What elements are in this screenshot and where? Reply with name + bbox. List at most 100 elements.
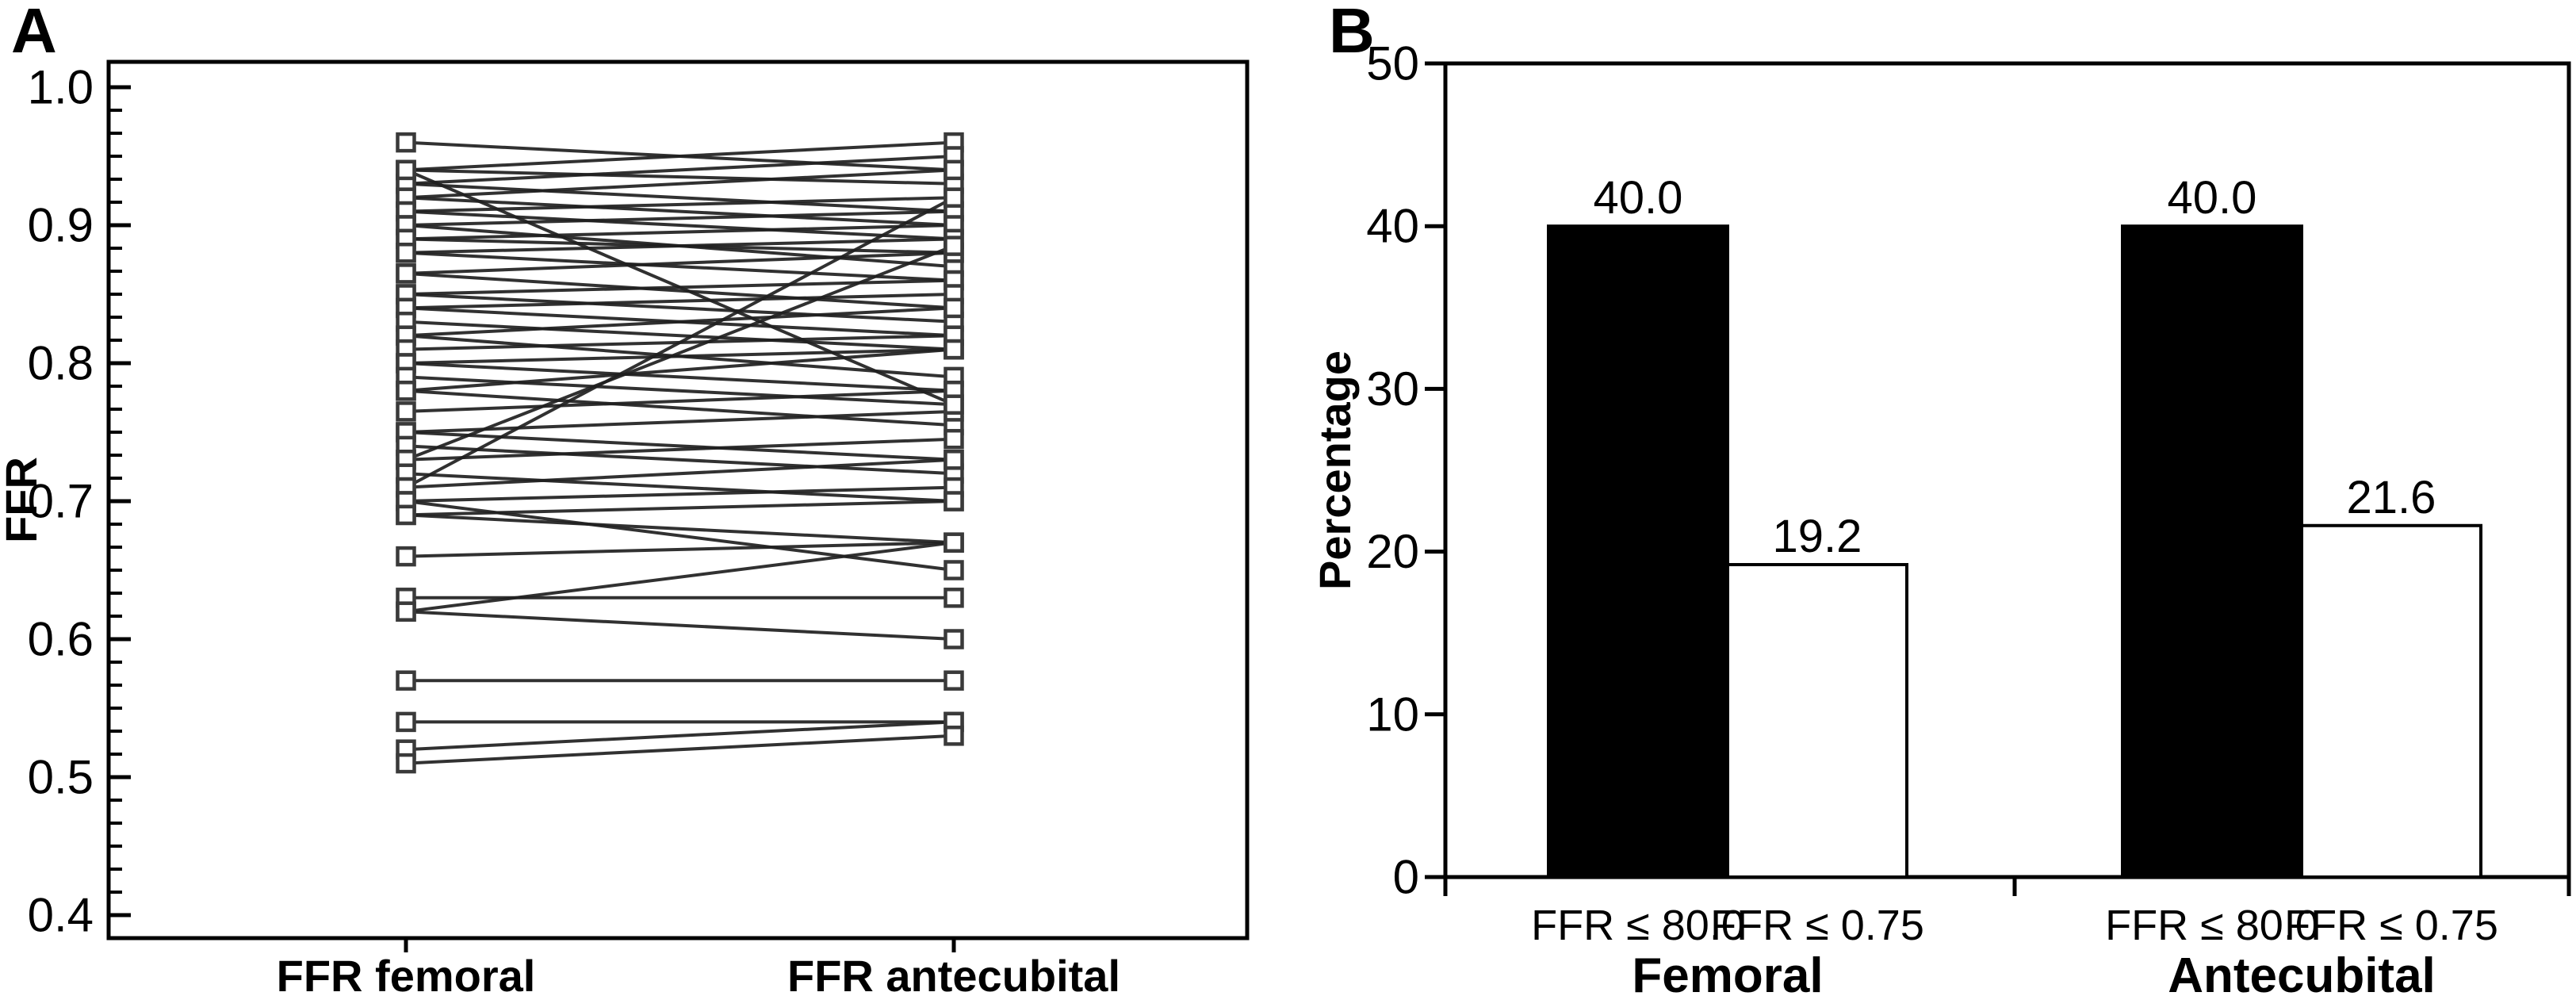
- pair-line: [405, 541, 955, 558]
- antecubital-marker: [944, 394, 964, 415]
- bar-black: [2121, 224, 2303, 879]
- bar-value-label: 21.6: [2347, 472, 2436, 523]
- pair-line: [405, 734, 955, 765]
- femoral-marker: [396, 381, 416, 401]
- panel-b-frame: [1443, 61, 2571, 879]
- pair-line: [405, 209, 955, 227]
- antecubital-marker: [944, 670, 964, 691]
- bar-black: [1547, 224, 1729, 879]
- pair-line: [405, 500, 955, 517]
- panel-a-frame: [106, 59, 1250, 940]
- femoral-marker: [396, 504, 416, 526]
- antecubital-marker: [944, 588, 964, 608]
- pair-line: [405, 347, 955, 365]
- pair-line: [405, 389, 955, 427]
- bar-value-label: 19.2: [1773, 511, 1862, 562]
- antecubital-marker: [944, 339, 964, 360]
- y-tick-label: 1.0: [28, 61, 94, 114]
- pair-line: [405, 320, 955, 351]
- femoral-marker: [396, 401, 416, 422]
- femoral-marker: [396, 546, 416, 567]
- antecubital-marker: [944, 560, 964, 580]
- bar-category-label: FFR ≤ 0.75: [2284, 902, 2498, 949]
- antecubital-marker: [944, 187, 964, 208]
- pair-line: [405, 347, 955, 393]
- antecubital-marker: [944, 428, 964, 450]
- bar-value-label: 40.0: [2168, 172, 2257, 224]
- y-tick-label: 0.5: [28, 751, 94, 804]
- pair-line: [405, 196, 955, 489]
- pair-line: [405, 362, 955, 393]
- femoral-marker: [396, 132, 416, 153]
- pair-line: [405, 244, 955, 462]
- y-tick-label: 20: [1366, 525, 1419, 578]
- y-axis-title: Percentage: [1310, 351, 1360, 590]
- y-tick-label: 0: [1393, 851, 1419, 904]
- pair-line: [405, 140, 955, 172]
- bar-value-label: 40.0: [1594, 172, 1683, 224]
- y-tick-label: 0.4: [28, 889, 94, 942]
- pair-line: [405, 444, 955, 476]
- pair-line: [405, 541, 955, 614]
- pair-line: [405, 155, 955, 186]
- pair-lines: [405, 140, 955, 765]
- y-axis-title: FFR: [0, 457, 46, 543]
- pair-line: [405, 458, 955, 489]
- pair-line: [405, 437, 955, 462]
- pair-line: [405, 168, 955, 186]
- antecubital-marker: [944, 629, 964, 649]
- antecubital-marker: [944, 491, 964, 511]
- pair-line: [405, 472, 955, 503]
- pair-line: [405, 513, 955, 545]
- antecubital-marker: [944, 159, 964, 181]
- pair-line: [405, 306, 955, 338]
- x-category-label: FFR femoral: [277, 951, 536, 996]
- pair-line: [405, 224, 955, 241]
- antecubital-marker: [944, 450, 964, 470]
- antecubital-marker: [944, 297, 964, 319]
- y-tick-label: 0.9: [28, 199, 94, 252]
- pair-line: [405, 251, 955, 275]
- y-tick-label: 0.7: [28, 475, 94, 528]
- pair-line: [405, 271, 955, 310]
- pair-line: [405, 196, 955, 227]
- femoral-marker: [396, 263, 416, 284]
- femoral-marker: [396, 601, 416, 622]
- femoral-marker: [396, 159, 416, 181]
- group-label: Femoral: [1632, 948, 1823, 996]
- femoral-marker: [396, 711, 416, 733]
- x-category-label: FFR antecubital: [787, 951, 1120, 996]
- y-tick-label: 10: [1366, 688, 1419, 741]
- pair-line: [405, 431, 955, 462]
- y-tick-label: 0.8: [28, 337, 94, 390]
- pair-markers: [396, 132, 964, 774]
- bar-category-label: FFR ≤ 0.75: [1710, 902, 1924, 949]
- pair-line: [405, 720, 955, 752]
- pair-line: [405, 485, 955, 503]
- pair-line: [405, 237, 955, 255]
- pair-line: [405, 168, 955, 200]
- femoral-marker: [396, 753, 416, 774]
- y-tick-label: 40: [1366, 200, 1419, 253]
- panel-letter-b: B: [1329, 0, 1375, 66]
- pair-line: [405, 251, 955, 282]
- antecubital-marker: [944, 726, 964, 746]
- femoral-marker: [396, 243, 416, 263]
- antecubital-marker: [944, 236, 964, 256]
- y-tick-label: 30: [1366, 362, 1419, 416]
- bar-white: [1726, 563, 1908, 879]
- panel-a-slope-chart: 1.0 0.9 0.8 0.7 0.6 0.5 0.4 FFR femoral FFR ante…: [0, 0, 1250, 996]
- pair-line: [405, 389, 955, 413]
- pair-line: [405, 375, 955, 407]
- y-tick-label: 50: [1366, 37, 1419, 90]
- bar-white: [2300, 523, 2482, 879]
- femoral-marker: [396, 670, 416, 691]
- bar-category-label: FFR ≤ 80.0: [2105, 902, 2319, 949]
- panel-letter-a: A: [11, 0, 57, 66]
- pair-line: [405, 293, 955, 310]
- bar-category-label: FFR ≤ 80.0: [1531, 902, 1745, 949]
- antecubital-marker: [944, 532, 964, 553]
- pair-line: [405, 182, 955, 213]
